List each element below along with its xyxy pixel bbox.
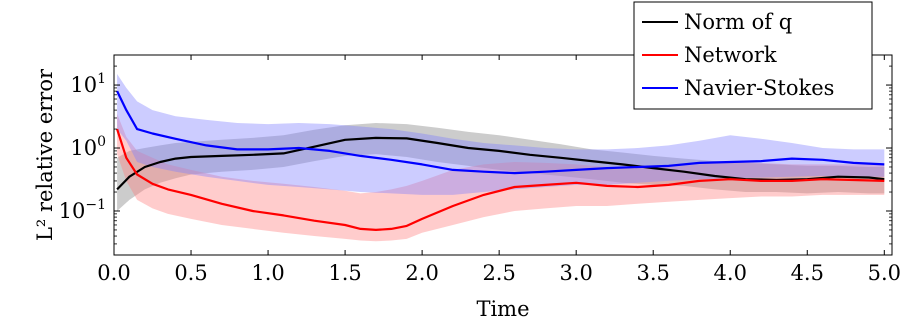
x-tick-label-6: 3.0 xyxy=(559,261,592,285)
x-tick-label-7: 3.5 xyxy=(637,261,670,285)
legend-label-2: Navier-Stokes xyxy=(684,76,834,100)
y-tick-label-2: 101 xyxy=(70,71,106,97)
legend-label-1: Network xyxy=(684,43,777,67)
x-tick-label-1: 0.5 xyxy=(174,261,207,285)
x-tick-label-5: 2.5 xyxy=(482,261,515,285)
series-lines xyxy=(116,90,885,231)
y-tick-label-1: 100 xyxy=(70,134,106,160)
x-tick-label-2: 1.0 xyxy=(251,261,284,285)
x-tick-label-0: 0.0 xyxy=(97,261,130,285)
y-axis-title: L² relative error xyxy=(33,68,57,241)
x-tick-label-9: 4.5 xyxy=(791,261,824,285)
band-series-0 xyxy=(117,123,885,211)
line-series-0 xyxy=(116,136,885,191)
line-series-1 xyxy=(116,128,885,231)
legend-label-0: Norm of q xyxy=(684,10,792,34)
y-axis: 10−1 100 101 xyxy=(59,54,892,256)
x-axis: 0.0 0.5 1.0 1.5 2.0 2.5 3.0 3.5 4.0 4.5 5.0 xyxy=(97,55,901,285)
legend: Norm of q Network Navier-Stokes xyxy=(633,1,873,110)
x-tick-label-3: 1.5 xyxy=(328,261,361,285)
y-tick-label-0: 10−1 xyxy=(59,197,106,223)
x-axis-title: Time xyxy=(476,297,529,321)
plot-frame xyxy=(113,54,893,256)
band-series-1 xyxy=(117,113,885,242)
x-tick-label-8: 4.0 xyxy=(714,261,747,285)
x-tick-label-10: 5.0 xyxy=(868,261,901,285)
x-tick-label-4: 2.0 xyxy=(405,261,438,285)
line-series-2 xyxy=(116,90,885,175)
